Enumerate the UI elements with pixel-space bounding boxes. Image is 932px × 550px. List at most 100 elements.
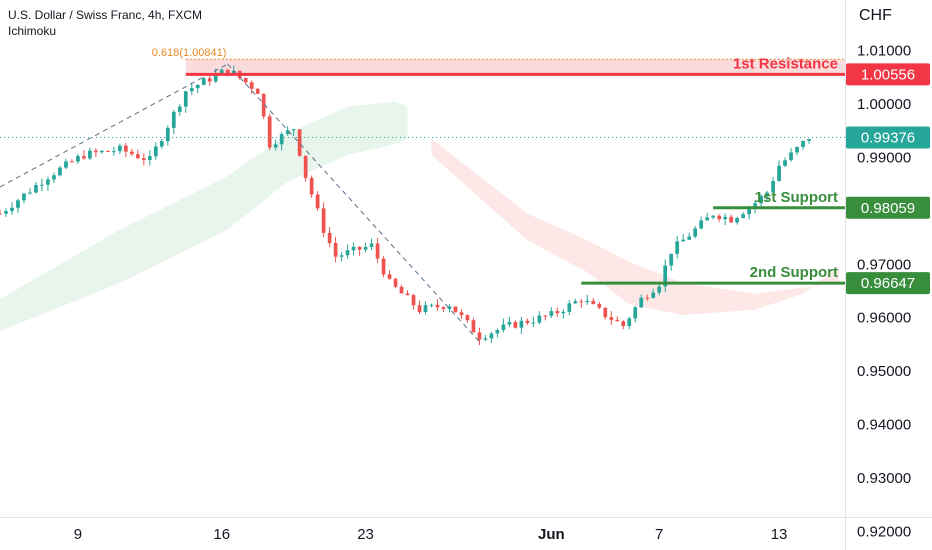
fib-618-label: 0.618(1.00841) — [152, 47, 227, 59]
level-price-tag-text: 0.96647 — [861, 275, 915, 292]
candle-body — [58, 167, 62, 176]
candle-body — [0, 213, 2, 215]
candle-body — [88, 150, 92, 159]
candle-body — [207, 78, 212, 82]
candle-body — [423, 305, 428, 312]
candle-body — [10, 207, 14, 212]
level-price-tag-text: 1.00556 — [861, 66, 915, 83]
candle-body — [609, 317, 614, 320]
candle-body — [285, 130, 290, 135]
candle-body — [669, 253, 674, 266]
candle-body — [495, 330, 500, 334]
candle-body — [633, 307, 638, 319]
candle-body — [22, 193, 26, 201]
candle-body — [4, 211, 8, 214]
candle-body — [46, 179, 50, 185]
candle-body — [681, 239, 686, 242]
candle-body — [417, 305, 422, 312]
candle-body — [315, 194, 320, 209]
candle-body — [543, 315, 548, 317]
candle-body — [531, 322, 536, 324]
candle-body — [777, 165, 781, 181]
candle-body — [771, 180, 775, 193]
candle-body — [321, 208, 326, 233]
candle-body — [489, 333, 494, 339]
candle-body — [465, 315, 470, 321]
candle-body — [705, 217, 710, 221]
candle-body — [765, 192, 769, 197]
candle-body — [615, 319, 620, 322]
candle-body — [112, 151, 116, 153]
candle-body — [477, 332, 482, 340]
candle-body — [129, 151, 134, 155]
indicator-label: Ichimoku — [8, 24, 57, 38]
x-tick-label: 7 — [655, 526, 663, 543]
candle-body — [429, 304, 434, 306]
candle-body — [597, 303, 602, 308]
x-tick-label: Jun — [538, 526, 565, 543]
candle-body — [549, 311, 554, 316]
candle-body — [435, 304, 440, 308]
price-tags: 1.00556 0.98059 0.96647 0.99376 — [846, 63, 930, 295]
candle-body — [153, 146, 158, 157]
level-name-label: 2nd Support — [750, 264, 838, 281]
resistance-zone-band — [185, 59, 845, 75]
candle-body — [663, 265, 668, 287]
candle-body — [585, 300, 590, 303]
level-name-label: 1st Support — [755, 189, 838, 206]
candle-body — [789, 152, 793, 161]
candle-body — [231, 70, 236, 73]
y-tick-label: 1.00000 — [857, 96, 911, 113]
candle-body — [16, 200, 20, 208]
candle-body — [717, 215, 722, 220]
candle-body — [729, 216, 733, 223]
candle-body — [555, 311, 560, 314]
x-tick-label: 13 — [771, 526, 788, 543]
candle-body — [303, 155, 308, 178]
y-tick-label: 0.99000 — [857, 150, 911, 167]
candlestick-series — [0, 65, 811, 346]
candle-body — [741, 214, 745, 218]
y-tick-label: 0.97000 — [857, 256, 911, 273]
candle-body — [363, 246, 368, 250]
candle-body — [675, 241, 680, 254]
candle-body — [483, 338, 488, 340]
candle-body — [507, 321, 512, 325]
candle-body — [573, 301, 578, 304]
candle-body — [273, 144, 278, 148]
candle-body — [118, 145, 122, 152]
candle-body — [375, 243, 380, 259]
candle-body — [645, 297, 650, 299]
candle-body — [639, 297, 644, 308]
y-axis-unit: CHF — [859, 7, 892, 24]
candle-body — [807, 139, 811, 141]
candle-body — [28, 192, 32, 194]
candle-body — [657, 286, 662, 293]
candle-body — [249, 82, 254, 89]
candle-body — [747, 207, 751, 215]
candle-body — [735, 217, 739, 223]
resistance-zone — [185, 59, 845, 75]
candle-body — [621, 321, 626, 327]
candle-body — [177, 106, 182, 112]
candle-body — [381, 258, 386, 275]
candle-body — [34, 185, 38, 193]
candle-body — [387, 274, 392, 279]
y-tick-label: 1.01000 — [857, 43, 911, 60]
candle-body — [453, 306, 458, 313]
candle-body — [405, 293, 410, 296]
candle-body — [64, 161, 68, 168]
x-tick-label: 23 — [357, 526, 374, 543]
candle-body — [243, 78, 248, 83]
candle-body — [309, 177, 314, 195]
candle-body — [699, 220, 704, 229]
candle-body — [651, 292, 656, 298]
candle-body — [447, 306, 452, 309]
candle-body — [519, 320, 524, 328]
candle-body — [297, 129, 302, 156]
candle-body — [687, 236, 692, 240]
candle-body — [345, 250, 350, 256]
